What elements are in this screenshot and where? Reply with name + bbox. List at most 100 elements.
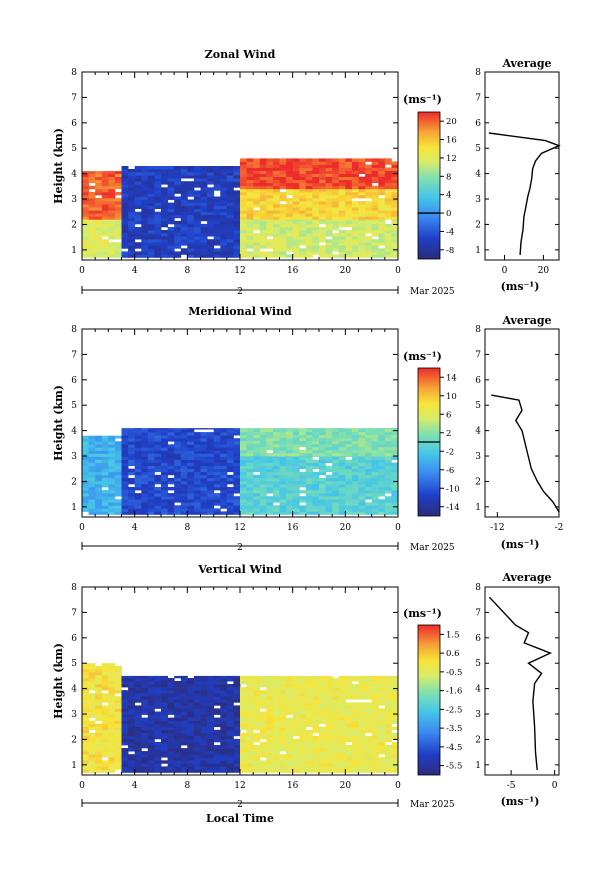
heatmap-cell <box>95 245 103 249</box>
heatmap-cell <box>338 471 346 476</box>
heatmap-cell <box>180 742 188 746</box>
heatmap-cell <box>167 751 175 755</box>
heatmap-cell <box>167 169 175 173</box>
heatmap-cell <box>305 693 313 697</box>
heatmap-cell <box>233 456 241 460</box>
heatmap-cell <box>167 242 175 246</box>
heatmap-cell <box>305 769 313 773</box>
heatmap-cell <box>332 484 340 488</box>
heatmap-cell <box>292 161 300 165</box>
heatmap-cell <box>147 468 155 473</box>
heatmap-cell <box>88 462 96 466</box>
heatmap-cell <box>154 190 162 194</box>
heatmap-cell <box>174 456 182 460</box>
heatmap-cell <box>378 474 386 479</box>
heatmap-cell <box>161 193 168 197</box>
heatmap-cell <box>95 191 103 196</box>
heatmap-cell <box>312 207 320 211</box>
heatmap-cell <box>161 233 168 237</box>
heatmap-cell <box>332 708 340 712</box>
heatmap-cell <box>305 431 313 435</box>
heatmap-cell <box>82 468 89 473</box>
heatmap-cell <box>266 735 274 740</box>
heatmap-cell <box>213 214 221 219</box>
heatmap-cell <box>108 227 116 231</box>
heatmap-cell <box>365 434 373 439</box>
heatmap-cell <box>312 511 320 515</box>
heatmap-cell <box>253 763 261 767</box>
heatmap-cell <box>246 204 254 208</box>
heatmap-cell <box>279 251 287 255</box>
heatmap-cell <box>371 431 379 435</box>
heatmap-cell <box>141 181 149 185</box>
heatmap-cell <box>121 496 129 500</box>
heatmap-cell <box>240 161 247 165</box>
heatmap-cell <box>299 508 307 512</box>
heatmap-cell <box>266 763 274 767</box>
heatmap-cell <box>292 173 300 177</box>
heatmap-cell <box>95 708 103 712</box>
heatmap-cell <box>384 431 392 435</box>
heatmap-cell <box>358 428 366 432</box>
heatmap-cell <box>325 760 333 764</box>
heatmap-cell <box>128 693 136 697</box>
heatmap-cell <box>253 443 261 448</box>
heatmap-cell <box>121 735 129 740</box>
heatmap-cell <box>207 702 215 706</box>
heatmap-cell <box>95 219 103 222</box>
heatmap-cell <box>319 204 326 208</box>
heatmap-cell <box>299 449 307 454</box>
heatmap-cell <box>161 684 168 688</box>
heatmap-cell <box>88 198 96 202</box>
heatmap-cell <box>207 757 215 761</box>
heatmap-cell <box>240 198 247 202</box>
heatmap-cell <box>82 456 89 460</box>
heatmap-cell <box>220 757 228 761</box>
heatmap-cell <box>108 684 116 688</box>
heatmap-cell <box>128 748 136 752</box>
heatmap-cell <box>207 690 215 694</box>
heatmap-cell <box>266 465 274 470</box>
colorbar-tick-label: -6 <box>446 466 454 476</box>
heatmap-cell <box>240 449 247 454</box>
x-tick-label: 12 <box>234 266 245 276</box>
heatmap-cell <box>233 447 241 451</box>
heatmap-cell <box>88 474 96 479</box>
heatmap-cell <box>141 242 149 246</box>
heatmap-cell <box>226 251 234 255</box>
heatmap-cell <box>365 437 373 442</box>
heatmap-cell <box>180 187 188 191</box>
heatmap-cell <box>82 487 89 491</box>
heatmap-cell <box>259 745 267 749</box>
heatmap-cell <box>233 745 241 749</box>
heatmap-cell <box>246 699 254 703</box>
heatmap-cell <box>259 675 267 679</box>
heatmap-cell <box>147 745 155 749</box>
heatmap-cell <box>187 444 195 448</box>
heatmap-cell <box>305 456 313 460</box>
heatmap-cell <box>279 745 287 749</box>
heatmap-cell <box>154 169 162 173</box>
heatmap-cell <box>272 443 280 448</box>
heatmap-cell <box>95 487 103 491</box>
heatmap-cell <box>121 675 129 679</box>
heatmap-cell <box>141 468 149 473</box>
heatmap-cell <box>345 449 353 454</box>
heatmap-cell <box>246 508 254 512</box>
heatmap-cell <box>193 729 201 734</box>
heatmap-cell <box>365 723 373 728</box>
heatmap-cell <box>88 223 96 228</box>
heatmap-cell <box>101 182 109 187</box>
heatmap-cell <box>365 254 373 258</box>
heatmap-cell <box>121 178 129 182</box>
heatmap-cell <box>141 175 149 179</box>
heatmap-cell <box>391 468 399 473</box>
heatmap-cell <box>174 254 182 258</box>
heatmap-cell <box>319 471 326 476</box>
heatmap-cell <box>187 480 195 485</box>
heatmap-cell <box>226 717 234 721</box>
heatmap-cell <box>365 474 373 479</box>
heatmap-cell <box>246 505 254 509</box>
heatmap-cell <box>319 745 326 749</box>
heatmap-cell <box>226 233 234 237</box>
